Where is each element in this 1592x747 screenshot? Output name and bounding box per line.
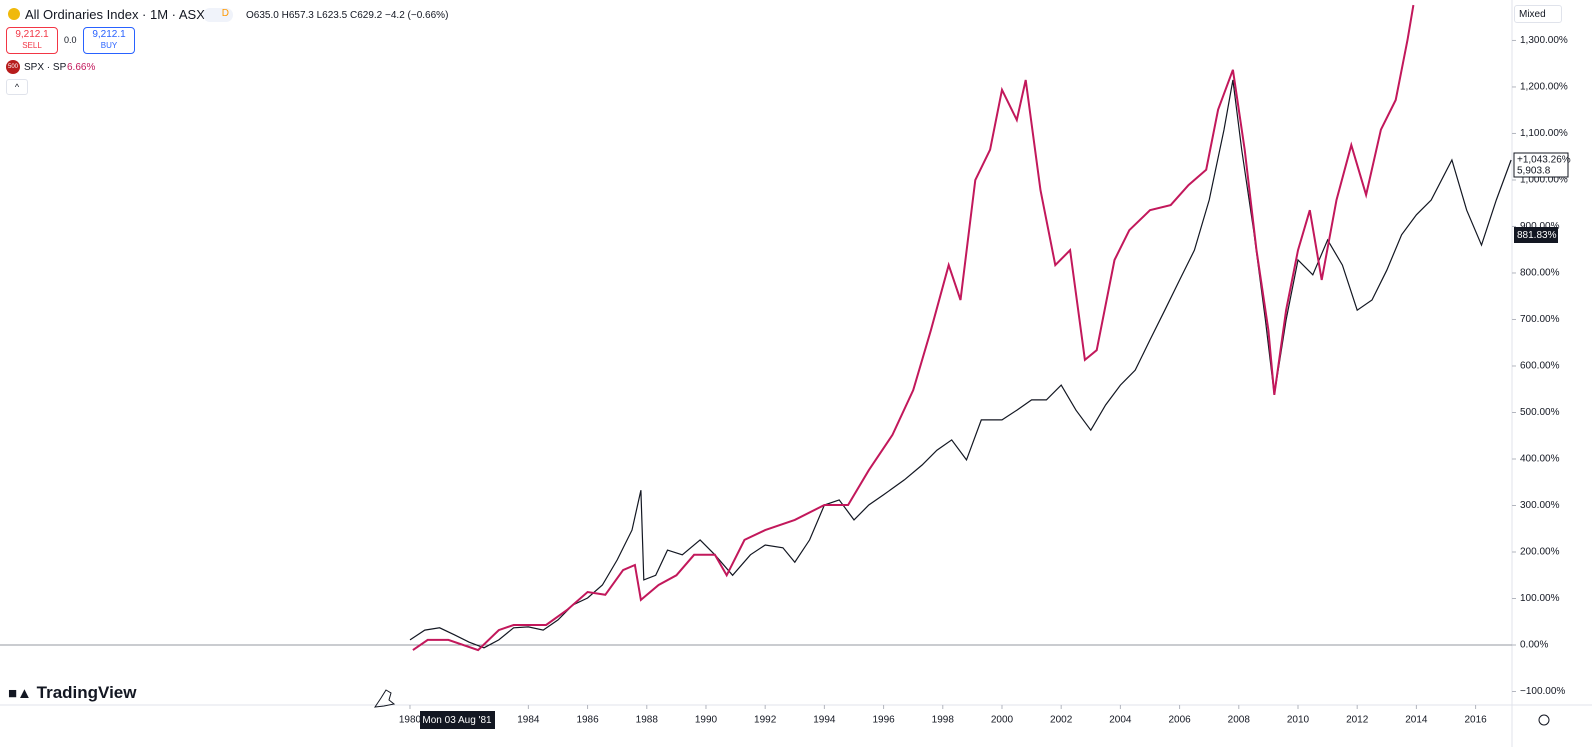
ohlc: O635.0 H657.3 L623.5 C629.2 −4.2 (−0.66%… [246,10,448,21]
y-tick-label: 300.00% [1520,500,1560,511]
sell-price: 9,212.1 [15,29,49,40]
x-tick-label: 2002 [1050,715,1073,726]
last-price: 5,903.8 [1517,166,1551,177]
compare-change: 6.66% [67,62,96,73]
x-tick-label: 1998 [932,715,955,726]
y-tick-label: 800.00% [1520,268,1560,279]
axis-labels: −100.00% 0.00% 100.00% 200.00% 300.00% 400.00… [399,35,1568,726]
x-tick-label: 1984 [517,715,540,726]
series-lines [409,4,1512,652]
y-tick-label: 500.00% [1520,407,1560,418]
spread: 0.0 [64,35,77,45]
sell-button[interactable]: 9,212.1 SELL [6,27,58,54]
buy-button[interactable]: 9,212.1 BUY [83,27,135,54]
series-line [409,79,1512,649]
logo-text: TradingView [36,683,137,702]
settings-icon[interactable] [1538,714,1550,726]
crosshair-date: Mon 03 Aug '81 [422,715,492,726]
x-tick-label: 2004 [1109,715,1132,726]
badge: D [203,8,233,22]
x-tick-label: 1994 [813,715,836,726]
x-tick-label: 2014 [1405,715,1428,726]
symbol-title[interactable]: All Ordinaries Index · 1M · ASX [25,7,205,22]
y-tick-label: 1,000.00% [1520,175,1568,186]
buy-price: 9,212.1 [92,29,126,40]
y-tick-label: −100.00% [1520,686,1565,697]
scale-mode[interactable]: Mixed [1514,5,1562,23]
y-tick-label: 700.00% [1520,314,1560,325]
y-tick-label: 200.00% [1520,547,1560,558]
x-tick-label: 1992 [754,715,777,726]
compare-icon: 500 [6,60,20,74]
compare-last: 881.83% [1517,230,1557,241]
compare-name[interactable]: SPX · SP [24,62,67,73]
x-tick-label: 1980 [399,715,422,726]
high: H657.3 [281,10,314,21]
y-tick-label: 600.00% [1520,361,1560,372]
dino-icon[interactable] [373,689,396,708]
collapse-button[interactable]: ^ [6,79,28,95]
y-tick-label: 1,200.00% [1520,82,1568,93]
x-tick-label: 2010 [1287,715,1310,726]
y-tick-label: 1,300.00% [1520,35,1568,46]
x-tick-label: 1990 [695,715,718,726]
sell-label: SELL [22,41,42,50]
low: L623.5 [316,10,348,21]
logo: ■▲ TradingView [8,683,137,702]
y-tick-label: 1,100.00% [1520,128,1568,139]
series-line [412,4,1415,652]
x-tick-label: 2006 [1168,715,1191,726]
last-percent: +1,043.26% [1517,155,1571,166]
last-value-box [1513,152,1569,178]
y-tick-label: 900.00% [1520,221,1560,232]
crosshair-label-bg [420,711,495,729]
y-tick-label: 100.00% [1520,593,1560,604]
y-tick-label: 400.00% [1520,454,1560,465]
symbol-icon [8,8,20,20]
x-tick-label: 2012 [1346,715,1369,726]
x-tick-label: 2008 [1228,715,1251,726]
x-tick-label: 2016 [1464,715,1487,726]
x-tick-label: 2000 [991,715,1014,726]
open: O635.0 [246,10,279,21]
x-tick-label: 1996 [872,715,895,726]
compare-last-bg [1514,227,1558,243]
buy-label: BUY [100,41,118,50]
y-tick-label: 0.00% [1520,640,1548,651]
grid [0,39,1516,709]
x-tick-label: 1988 [636,715,659,726]
close: C629.2 [350,10,383,21]
change: −4.2 (−0.66%) [385,10,449,21]
x-tick-label: 1986 [576,715,599,726]
